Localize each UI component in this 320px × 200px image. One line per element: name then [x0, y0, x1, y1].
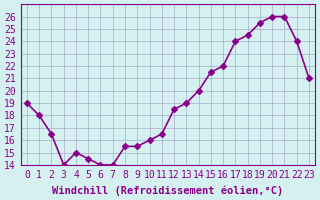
X-axis label: Windchill (Refroidissement éolien,°C): Windchill (Refroidissement éolien,°C)	[52, 185, 284, 196]
